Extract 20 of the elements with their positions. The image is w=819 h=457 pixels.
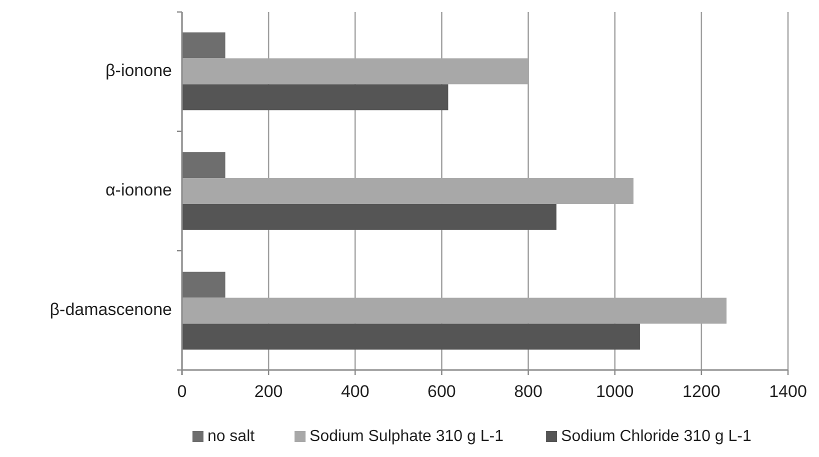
bar [182, 84, 448, 110]
x-tick-label: 1400 [769, 382, 807, 401]
legend-label: no salt [207, 428, 256, 446]
bar [182, 32, 226, 58]
y-tick-label: β-ionone [106, 60, 172, 80]
bar [182, 204, 556, 230]
bar [182, 152, 226, 178]
x-tick-label: 200 [254, 382, 283, 401]
legend-label: Sodium Sulphate 310 g L-1 [310, 428, 504, 446]
x-tick-label: 1200 [682, 382, 720, 401]
x-tick-label: 800 [514, 382, 542, 401]
legend-label: Sodium Chloride 310 g L-1 [561, 428, 752, 446]
x-tick-label: 1000 [596, 382, 634, 401]
x-tick-label: 400 [340, 382, 370, 401]
bar [182, 272, 226, 298]
x-tick-label: 600 [428, 382, 456, 401]
y-tick-label: β-damascenone [50, 300, 172, 320]
x-tick-label: 0 [177, 382, 187, 401]
y-tick-label: α-ionone [105, 180, 172, 200]
bar [182, 324, 640, 350]
